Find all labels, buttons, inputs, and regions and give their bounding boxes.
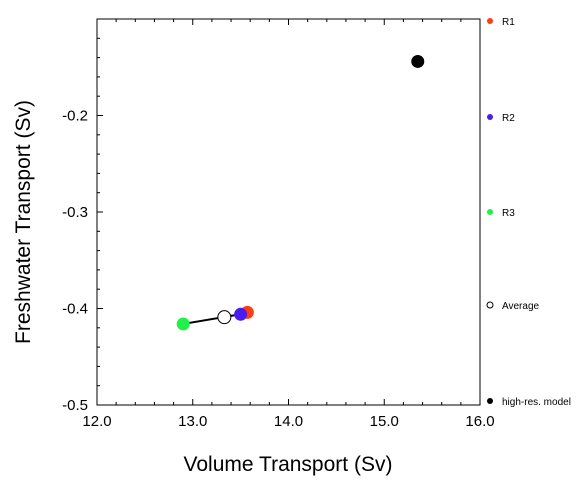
x-tick-label: 16.0 [465,413,494,430]
y-tick-label: -0.5 [62,397,88,414]
x-axis-label: Volume Transport (Sv) [184,453,393,476]
legend-marker-r3 [487,209,493,215]
plot-frame [96,18,481,406]
point-average [217,310,232,325]
legend-label-r3: R3 [502,208,515,219]
x-tick-label: 15.0 [370,413,399,430]
point-r3 [176,317,190,331]
axis-tick-labels: 12.0 13.0 14.0 15.0 16.0 -0.5 -0.4 -0.3 -0.2 [62,108,494,431]
y-tick-label: -0.3 [62,204,88,221]
point-high-res-model [411,54,425,68]
legend-label-r1: R1 [502,17,515,28]
legend-marker-r1 [487,18,493,24]
data-points [176,54,425,331]
legend-marker-average [486,301,494,309]
x-tick-label: 13.0 [178,413,207,430]
legend-marker-high-res-model [487,398,493,404]
x-tick-label: 12.0 [82,413,111,430]
legend-label-average: Average [502,301,540,312]
legend-label-r2: R2 [502,113,515,124]
y-tick-label: -0.2 [62,108,88,125]
connector-line [183,313,241,325]
axis-ticks [96,18,481,406]
y-tick-label: -0.4 [62,301,88,318]
legend-marker-r2 [487,114,493,120]
x-tick-label: 14.0 [274,413,303,430]
legend-label-high-res-model: high-res. model [502,397,571,408]
legend: R1 R2 R3 Average high-res. model [486,17,571,408]
y-axis-label: Freshwater Transport (Sv) [12,100,35,344]
point-r2 [234,307,248,321]
